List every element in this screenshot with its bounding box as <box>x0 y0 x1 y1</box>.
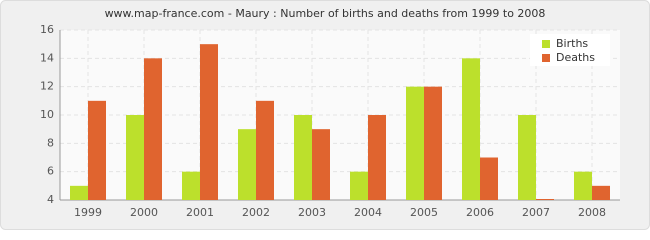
y-tick-label: 8 <box>47 136 54 149</box>
bar <box>480 157 498 200</box>
bar <box>182 171 200 200</box>
x-tick-label: 2001 <box>186 206 214 219</box>
chart: www.map-france.com - Maury : Number of b… <box>0 0 650 230</box>
bar <box>368 115 386 200</box>
x-tick-label: 2002 <box>242 206 270 219</box>
x-tick-label: 2007 <box>522 206 550 219</box>
bar <box>238 129 256 200</box>
bar <box>256 100 274 200</box>
bar <box>406 86 424 200</box>
y-tick-label: 10 <box>40 108 54 121</box>
x-tick-label: 2004 <box>354 206 382 219</box>
legend-swatch <box>542 40 550 48</box>
y-tick-label: 6 <box>47 165 54 178</box>
y-tick-label: 16 <box>40 23 54 36</box>
x-tick-label: 1999 <box>74 206 102 219</box>
x-tick-label: 2003 <box>298 206 326 219</box>
x-tick-label: 2000 <box>130 206 158 219</box>
bar <box>350 171 368 200</box>
bar <box>518 115 536 200</box>
bar <box>312 129 330 200</box>
chart-title: www.map-france.com - Maury : Number of b… <box>105 7 546 20</box>
legend-swatch <box>542 54 550 62</box>
bar <box>88 100 106 200</box>
x-tick-label: 2006 <box>466 206 494 219</box>
x-tick-label: 2005 <box>410 206 438 219</box>
y-tick-label: 14 <box>40 51 54 64</box>
legend-label: Births <box>556 37 588 50</box>
bar <box>126 115 144 200</box>
bar <box>144 58 162 201</box>
bar <box>200 44 218 200</box>
bar <box>424 86 442 200</box>
bar <box>574 171 592 200</box>
bar <box>592 185 610 200</box>
y-tick-label: 12 <box>40 80 54 93</box>
bar <box>462 58 480 201</box>
bar <box>536 199 554 200</box>
bar <box>70 185 88 200</box>
y-tick-label: 4 <box>47 193 54 206</box>
bar <box>294 115 312 200</box>
x-tick-label: 2008 <box>578 206 606 219</box>
legend-label: Deaths <box>556 51 595 64</box>
